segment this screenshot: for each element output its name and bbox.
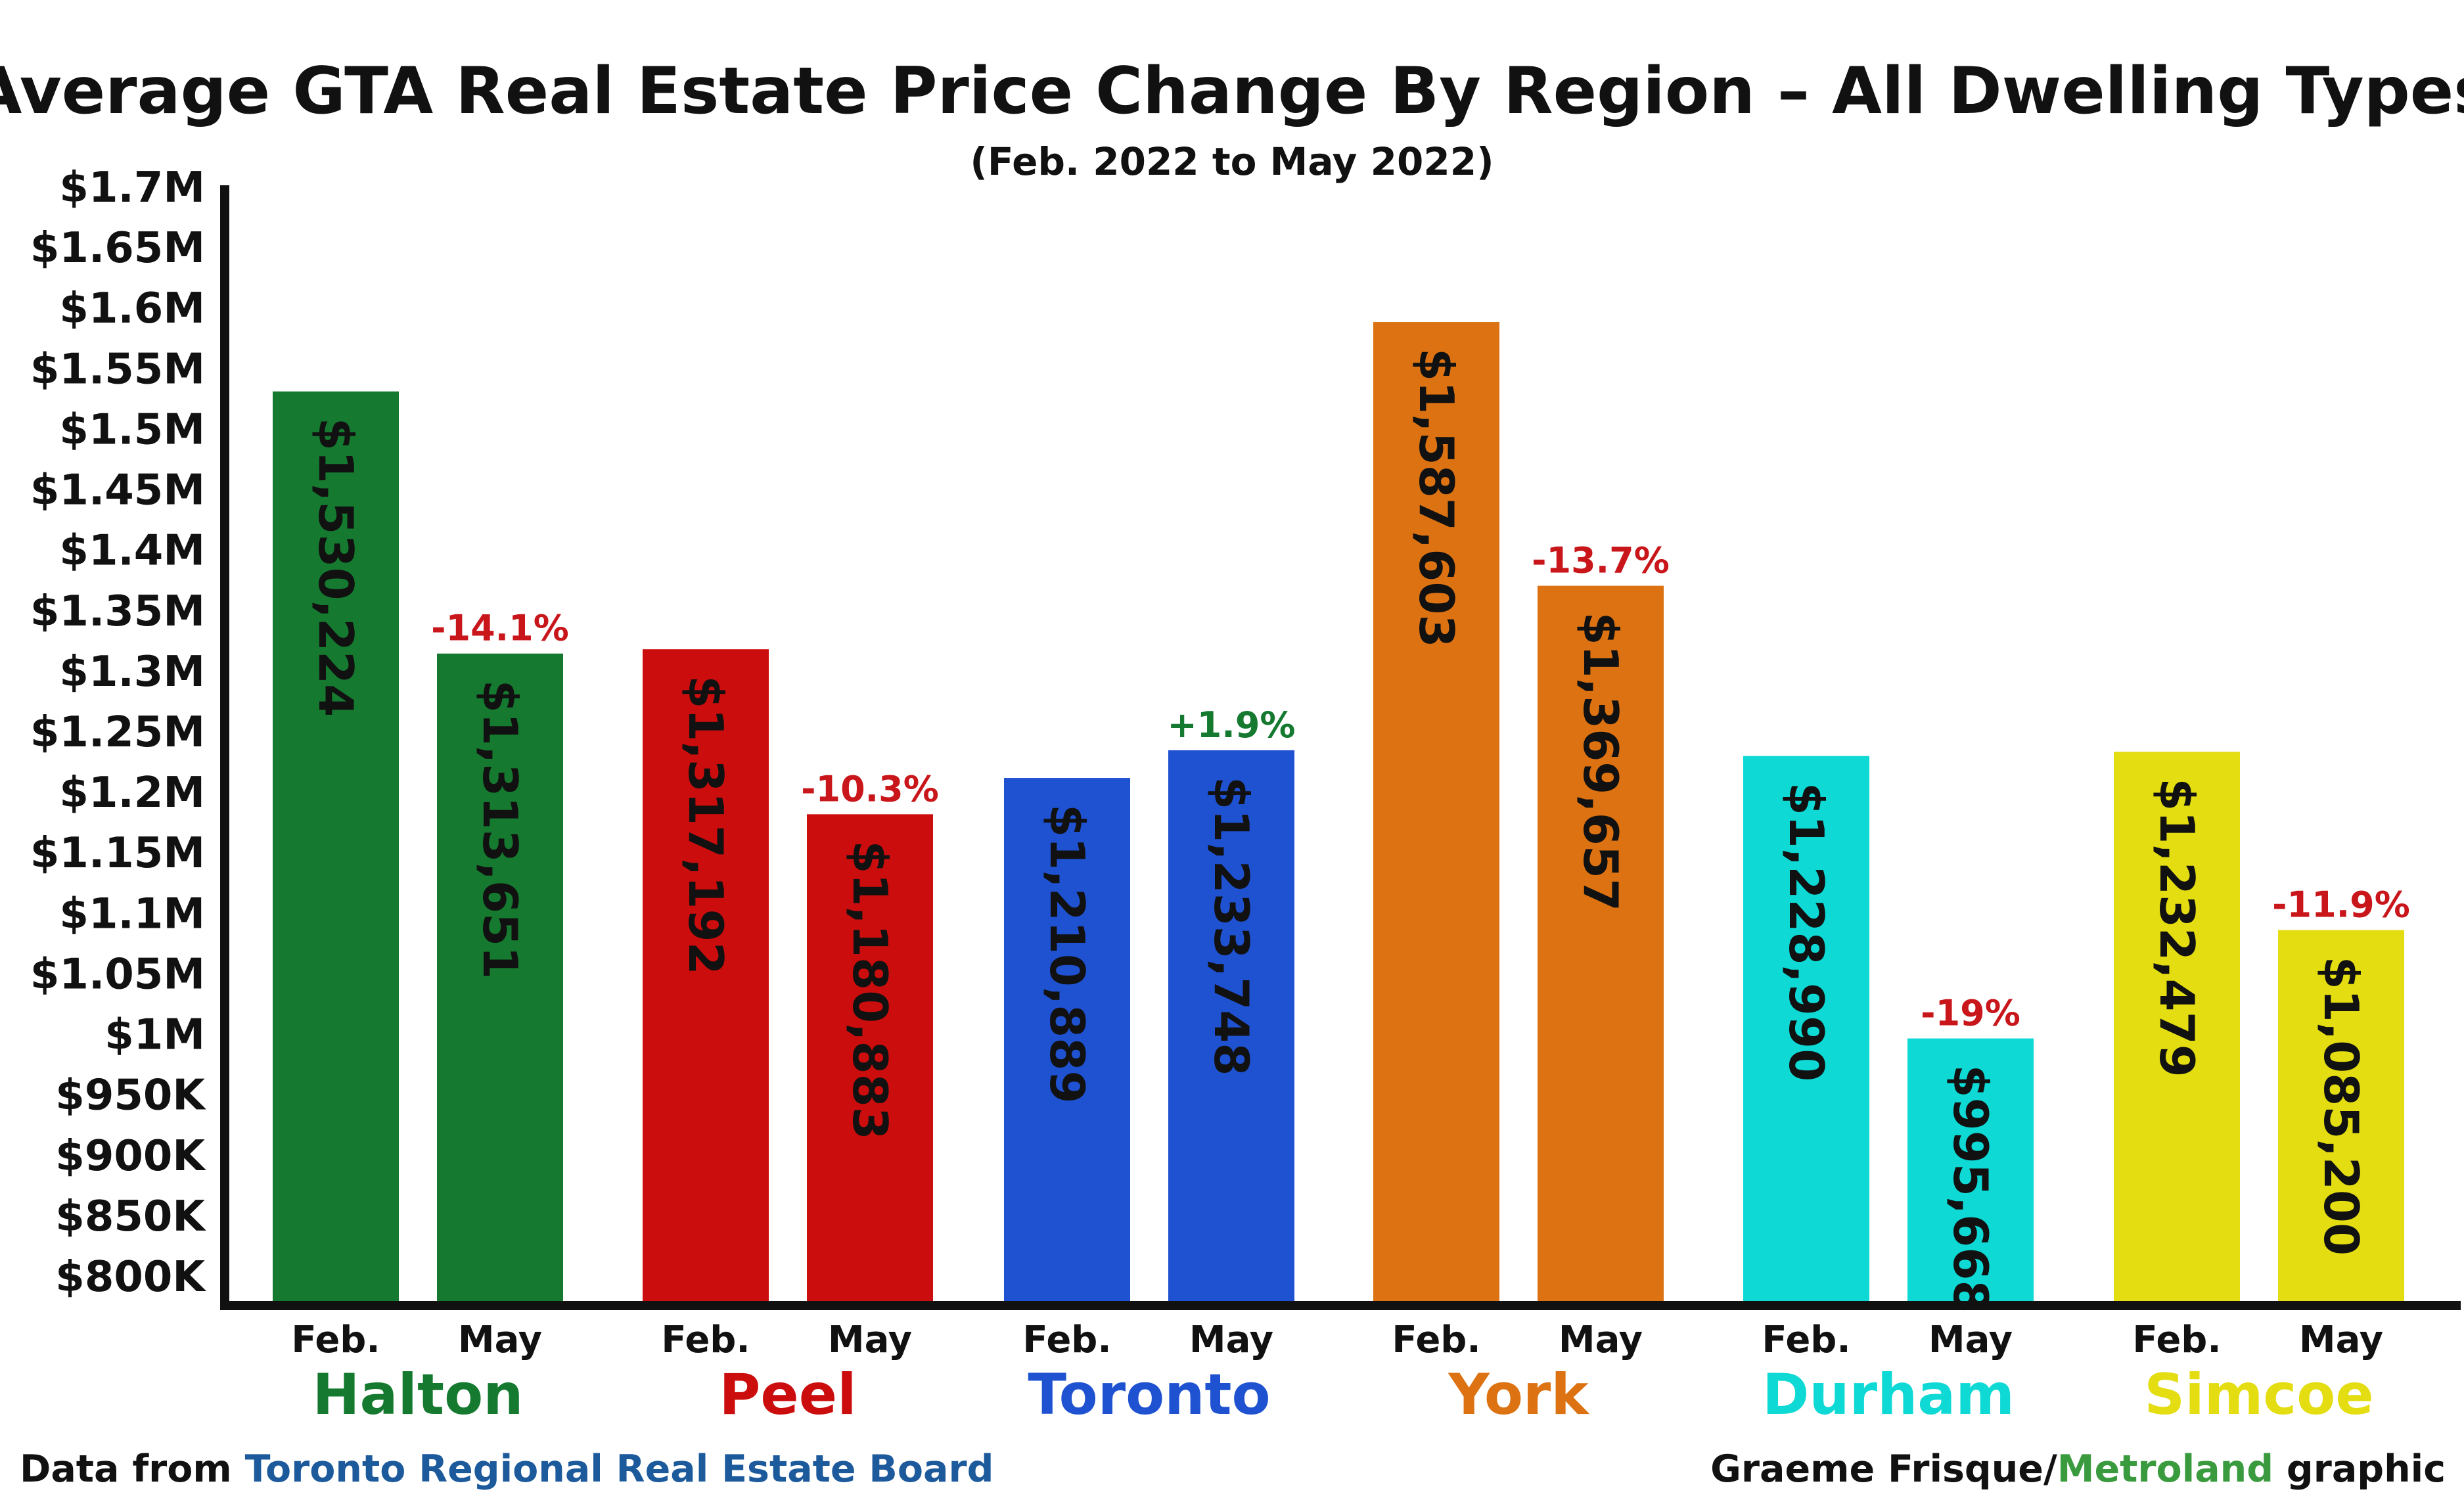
change-label: +1.9% xyxy=(1167,704,1295,746)
bar-value-label: $1,317,192 xyxy=(678,675,733,974)
bar-toronto-feb xyxy=(1004,778,1130,1302)
y-axis-ticks: $800K $850K $900K $950K $1M $1.05M $1.1M $1.15M… xyxy=(30,164,207,1302)
y-tick-label: $900K xyxy=(55,1132,206,1181)
y-tick-label: $800K xyxy=(55,1253,206,1302)
bars: $1,530,224 $1,313,651 -14.1% $1,317,192 $1,1… xyxy=(273,322,2410,1313)
bar-value-label: $995,668 xyxy=(1943,1065,1998,1313)
bar-simcoe-feb xyxy=(2114,752,2240,1302)
x-sub-label: May xyxy=(1189,1319,1273,1361)
bar-value-label: $1,232,479 xyxy=(2149,778,2204,1077)
y-tick-label: $1.7M xyxy=(59,164,205,212)
bar-value-label: $1,233,748 xyxy=(1204,777,1259,1076)
y-tick-label: $1.45M xyxy=(30,466,205,515)
bar-york-may xyxy=(1538,585,1664,1302)
y-tick-label: $950K xyxy=(55,1072,206,1120)
credit-suffix: graphic xyxy=(2273,1447,2446,1491)
y-tick-label: $1.6M xyxy=(59,284,205,333)
bar-york-feb xyxy=(1373,322,1499,1302)
bar-value-label: $1,210,889 xyxy=(1039,804,1095,1103)
bar-value-label: $1,180,883 xyxy=(842,840,898,1139)
change-label: -11.9% xyxy=(2272,884,2410,926)
y-tick-label: $1.3M xyxy=(59,648,205,696)
region-label: Toronto xyxy=(1028,1362,1270,1428)
x-sub-label: May xyxy=(828,1319,912,1361)
region-label: Simcoe xyxy=(2144,1362,2373,1428)
y-tick-label: $1.05M xyxy=(30,950,205,999)
bar-value-label: $1,085,200 xyxy=(2314,957,2369,1256)
bar-toronto-may xyxy=(1168,750,1294,1302)
credit-org: Metroland xyxy=(2057,1447,2273,1491)
region-label: Peel xyxy=(719,1362,856,1428)
change-label: -13.7% xyxy=(1532,540,1670,581)
x-sub-label: May xyxy=(1928,1319,2013,1361)
source-prefix: Data from xyxy=(20,1447,245,1491)
region-label: York xyxy=(1448,1362,1589,1428)
region-label: Durham xyxy=(1762,1362,2015,1428)
y-tick-label: $850K xyxy=(55,1192,206,1241)
y-tick-label: $1.65M xyxy=(30,224,205,273)
y-tick-label: $1.15M xyxy=(30,829,205,878)
source-name: Toronto Regional Real Estate Board xyxy=(245,1447,994,1491)
y-tick-label: $1.55M xyxy=(30,345,205,394)
bar-simcoe-may xyxy=(2278,930,2404,1302)
bar-durham-may xyxy=(1907,1038,2034,1302)
chart-subtitle: (Feb. 2022 to May 2022) xyxy=(970,139,1494,184)
y-tick-label: $1.25M xyxy=(30,708,205,757)
x-sub-label: Feb. xyxy=(661,1319,750,1361)
source-credit: Data from Toronto Regional Real Estate B… xyxy=(20,1447,993,1491)
bar-value-label: $1,530,224 xyxy=(308,418,363,717)
graphic-credit: Graeme Frisque/Metroland graphic xyxy=(1710,1447,2446,1491)
bar-peel-may xyxy=(807,814,933,1302)
y-tick-label: $1.4M xyxy=(59,527,205,576)
axes xyxy=(220,185,2461,1310)
x-sub-label: Feb. xyxy=(291,1319,380,1361)
x-sub-label: Feb. xyxy=(1762,1319,1850,1361)
bar-value-label: $1,587,603 xyxy=(1409,348,1464,647)
change-label: -19% xyxy=(1921,993,2020,1034)
x-sub-label: Feb. xyxy=(1022,1319,1111,1361)
y-tick-label: $1M xyxy=(104,1011,205,1060)
y-tick-label: $1.1M xyxy=(59,890,205,938)
x-sub-label: May xyxy=(2299,1319,2383,1361)
y-tick-label: $1.2M xyxy=(59,769,205,817)
change-label: -14.1% xyxy=(431,608,569,649)
y-tick-label: $1.35M xyxy=(30,587,205,636)
bar-value-label: $1,369,657 xyxy=(1573,612,1628,911)
region-label: Halton xyxy=(313,1362,524,1428)
bar-value-label: $1,313,651 xyxy=(472,680,528,979)
credit-name: Graeme Frisque/ xyxy=(1710,1447,2057,1491)
x-sub-label: Feb. xyxy=(1392,1319,1480,1361)
bar-peel-feb xyxy=(643,649,769,1302)
x-sub-label: Feb. xyxy=(2132,1319,2221,1361)
bar-durham-feb xyxy=(1743,756,1869,1302)
bar-halton-may xyxy=(437,653,563,1302)
change-label: -10.3% xyxy=(801,768,939,809)
chart-title: Average GTA Real Estate Price Change By … xyxy=(0,54,2464,129)
x-sub-label: May xyxy=(458,1319,542,1361)
bar-halton-feb xyxy=(273,391,399,1302)
bar-value-label: $1,228,990 xyxy=(1779,783,1834,1081)
x-sub-label: May xyxy=(1559,1319,1643,1361)
y-tick-label: $1.5M xyxy=(59,405,205,454)
